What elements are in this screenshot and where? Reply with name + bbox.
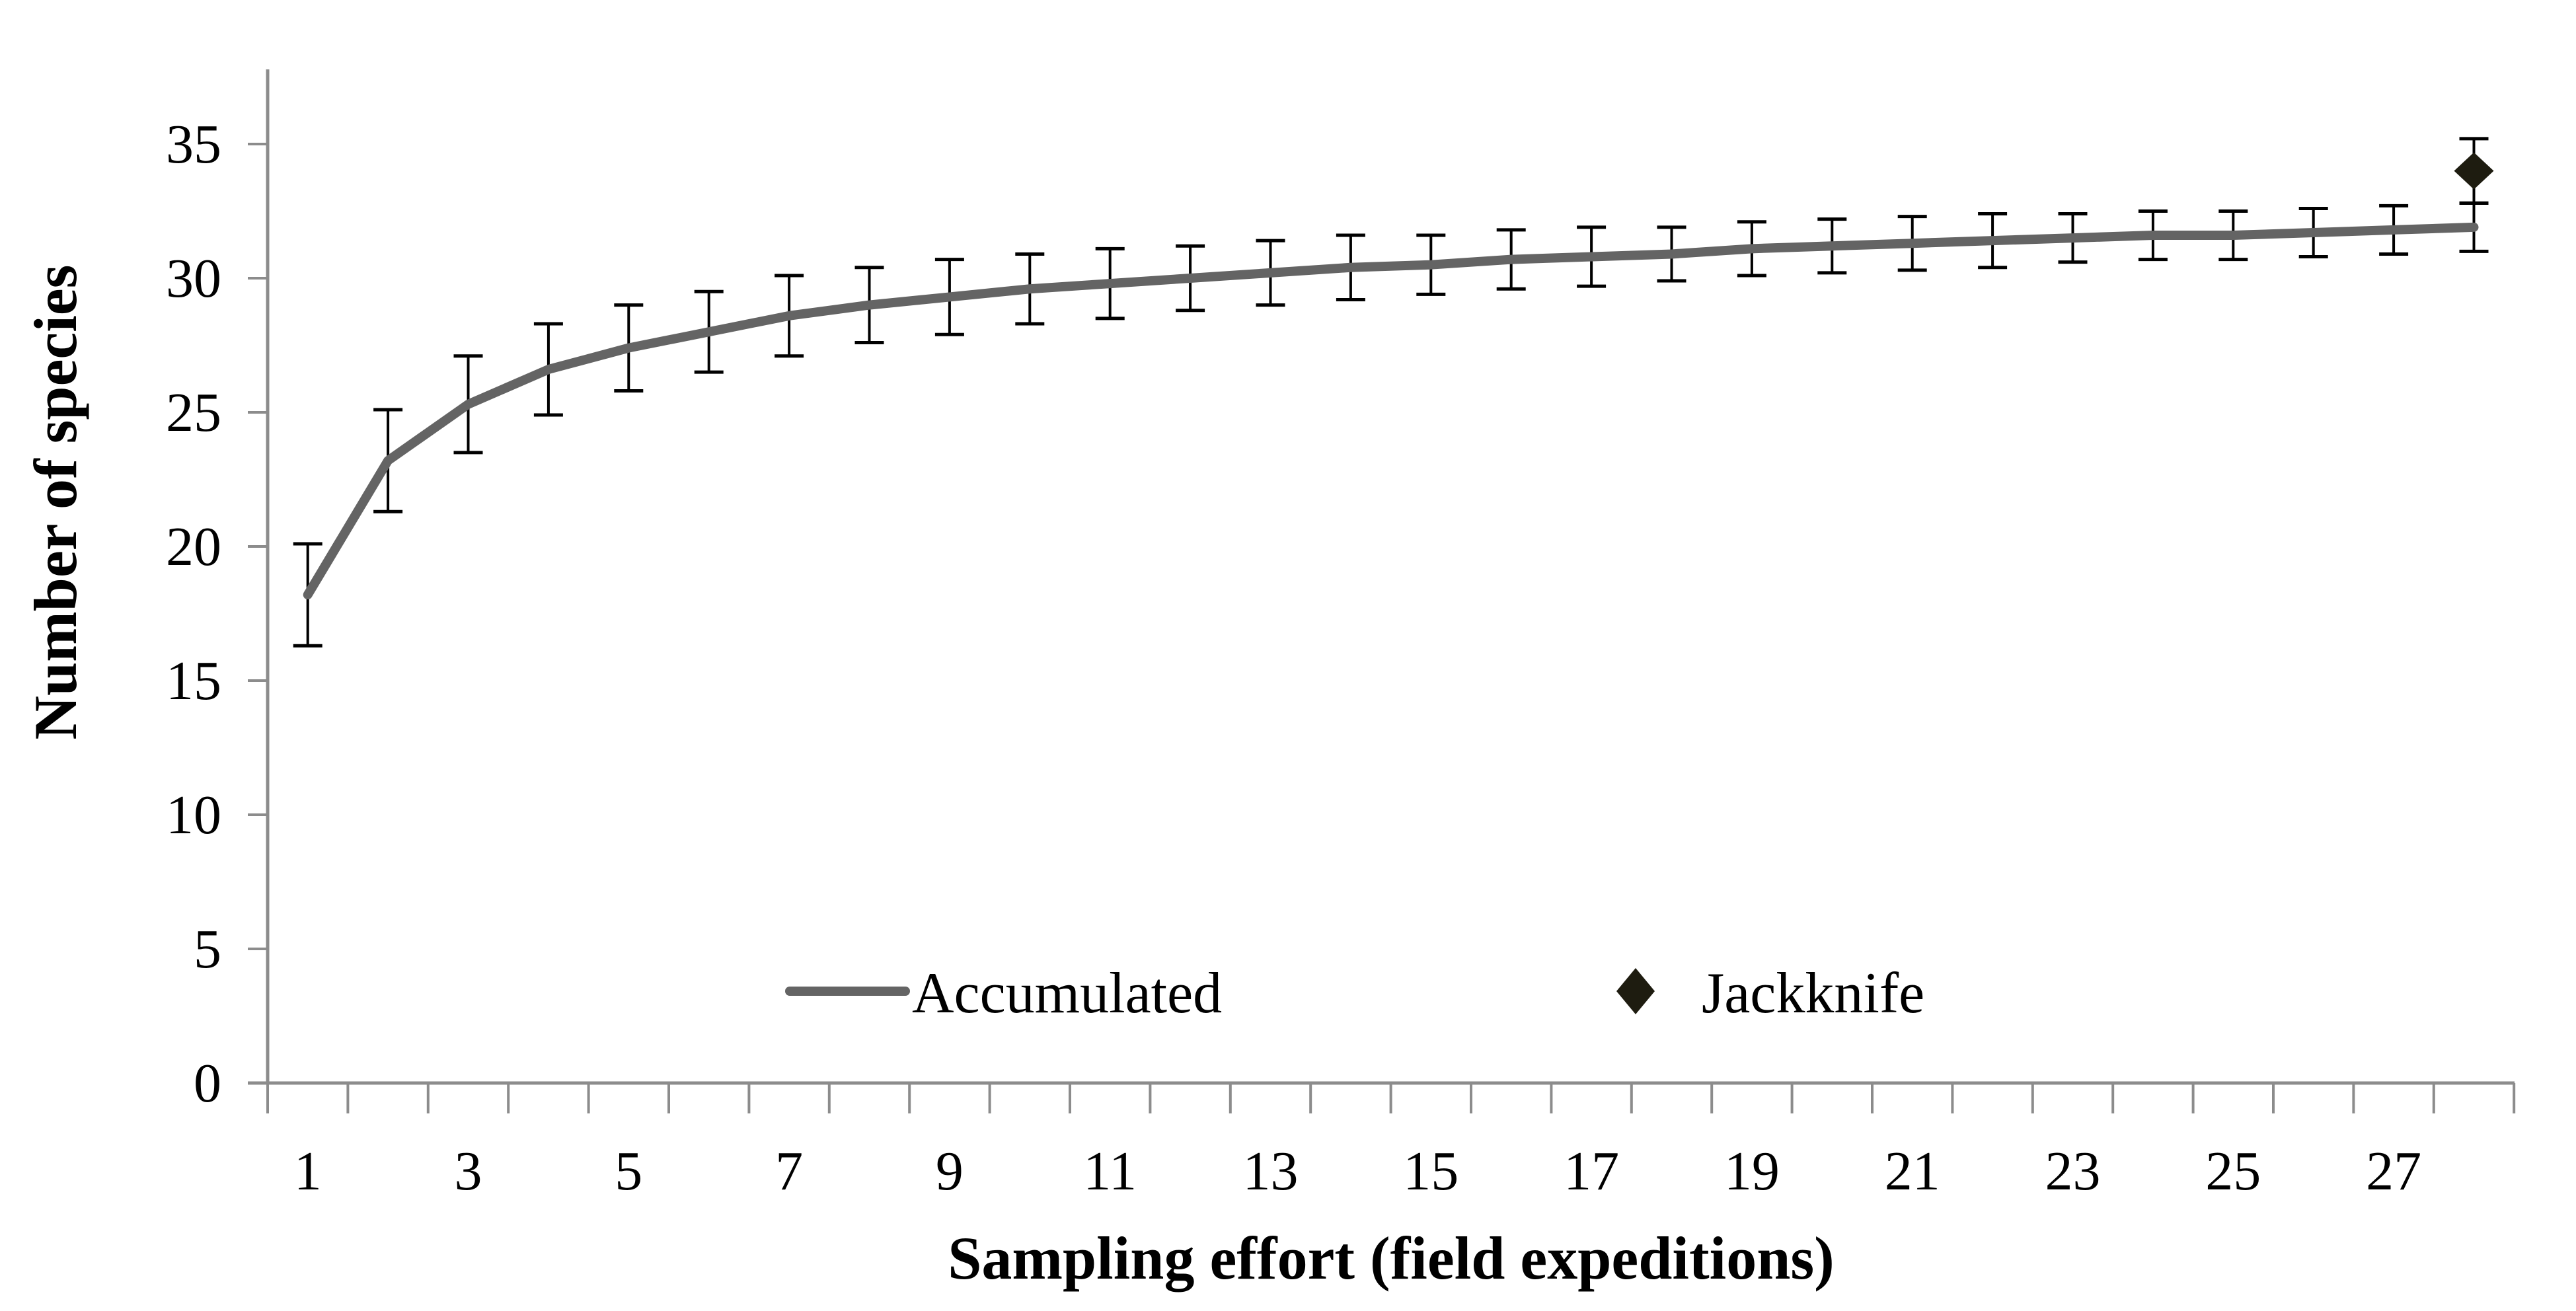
x-tick-label: 11 xyxy=(1083,1141,1137,1202)
x-axis-title: Sampling effort (field expeditions) xyxy=(948,1224,1835,1292)
y-tick-label: 15 xyxy=(166,650,221,712)
x-tick-label: 17 xyxy=(1564,1141,1619,1202)
jackknife-point xyxy=(2454,152,2494,190)
x-tick-label: 15 xyxy=(1403,1141,1458,1202)
legend: Accumulated Jackknife xyxy=(785,961,1924,1026)
legend-jackknife-label: Jackknife xyxy=(1702,961,1924,1026)
x-tick-label: 1 xyxy=(294,1141,322,1202)
y-tick-label: 25 xyxy=(166,382,221,443)
x-tick-label: 5 xyxy=(615,1141,642,1202)
accumulated-line xyxy=(303,222,2479,600)
x-tick-label: 13 xyxy=(1243,1141,1299,1202)
y-tick-label: 10 xyxy=(166,784,221,846)
x-ticks: 1 3 5 7 9 11 13 15 17 19 21 23 25 27 xyxy=(266,1083,2516,1202)
legend-jackknife-marker xyxy=(1616,968,1655,1014)
x-tick-label: 25 xyxy=(2205,1141,2261,1202)
x-tick-label: 23 xyxy=(2045,1141,2101,1202)
x-tick-label: 9 xyxy=(936,1141,964,1202)
axes xyxy=(248,69,2515,1085)
y-tick-label: 30 xyxy=(166,248,221,309)
y-tick-label: 20 xyxy=(166,516,221,578)
y-tick-label: 0 xyxy=(194,1053,221,1114)
legend-accumulated-label: Accumulated xyxy=(912,961,1222,1026)
y-tick-label: 5 xyxy=(194,918,221,980)
x-tick-label: 3 xyxy=(455,1141,482,1202)
jackknife-series xyxy=(2454,137,2494,205)
x-tick-label: 7 xyxy=(775,1141,803,1202)
y-ticks: 0 5 10 15 20 25 30 35 xyxy=(166,114,268,1114)
x-tick-label: 21 xyxy=(1885,1141,1940,1202)
x-tick-label: 27 xyxy=(2366,1141,2421,1202)
y-tick-label: 35 xyxy=(166,114,221,175)
y-axis-title: Number of species xyxy=(22,265,89,740)
x-tick-label: 19 xyxy=(1724,1141,1780,1202)
